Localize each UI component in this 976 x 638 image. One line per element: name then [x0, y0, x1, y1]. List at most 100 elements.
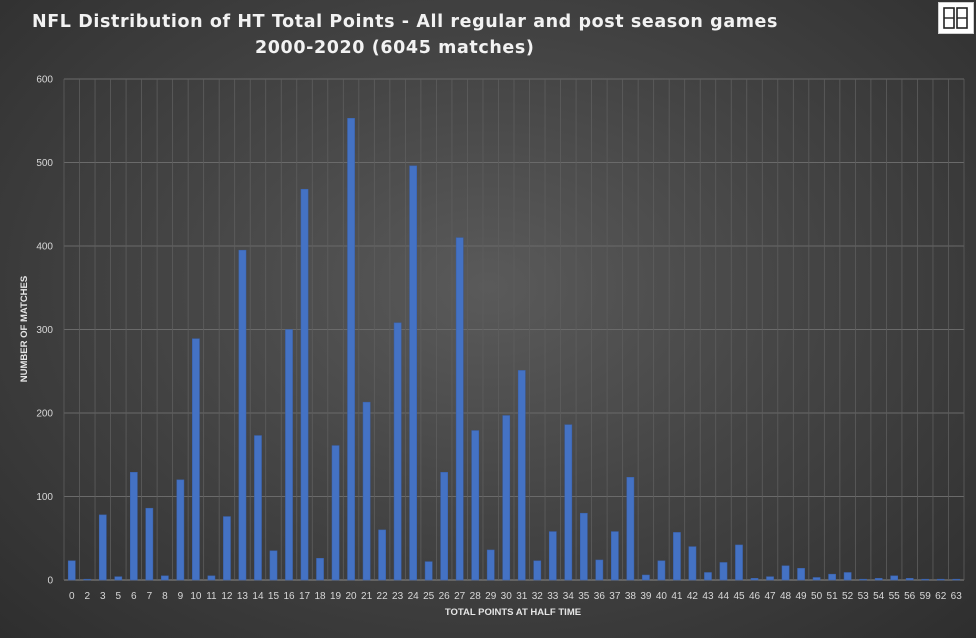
x-tick-label: 15 — [268, 591, 280, 602]
x-tick-label: 8 — [162, 591, 168, 602]
y-tick-label: 400 — [36, 242, 53, 253]
bar-30 — [502, 415, 511, 581]
x-tick-label: 28 — [470, 591, 482, 602]
x-tick-label: 29 — [485, 591, 497, 602]
bar-23 — [393, 322, 402, 581]
bar-37 — [611, 531, 619, 581]
x-tick-label: 27 — [454, 591, 466, 602]
x-tick-label: 37 — [609, 591, 621, 602]
y-tick-label: 200 — [36, 409, 53, 420]
bar-27 — [455, 237, 464, 581]
bar-48 — [781, 565, 790, 581]
x-tick-label: 20 — [346, 591, 358, 602]
x-tick-label: 63 — [951, 591, 963, 602]
bar-47 — [766, 576, 774, 581]
bar-34 — [564, 424, 573, 581]
x-tick-label: 32 — [532, 591, 544, 602]
x-tick-label: 0 — [69, 591, 75, 602]
bar-56 — [905, 578, 914, 581]
bar-42 — [688, 546, 697, 581]
x-tick-label: 3 — [100, 591, 106, 602]
x-tick-label: 46 — [749, 591, 761, 602]
x-tick-label: 7 — [147, 591, 153, 602]
bar-6 — [130, 472, 138, 581]
x-tick-label: 36 — [594, 591, 606, 602]
bar-10 — [192, 338, 200, 581]
y-axis-ticks: 0 100 200 300 400 500 600 — [36, 75, 53, 587]
bar-28 — [471, 430, 480, 581]
bar-50 — [812, 577, 821, 581]
bar-41 — [673, 532, 681, 581]
x-tick-label: 55 — [889, 591, 901, 602]
bar-32 — [533, 560, 542, 581]
x-axis-ticks: 0 2 3 5 6 7 8 9 10 11 12 13 14 15 16 17 18 19 20 21 22 23 24 25… — [69, 591, 962, 602]
x-tick-label: 49 — [796, 591, 808, 602]
x-tick-label: 25 — [423, 591, 435, 602]
x-tick-label: 26 — [439, 591, 451, 602]
bar-63 — [952, 578, 961, 581]
bar-8 — [161, 575, 169, 581]
x-tick-label: 10 — [190, 591, 202, 602]
x-tick-label: 6 — [131, 591, 137, 602]
bar-55 — [890, 575, 898, 581]
bar-22 — [378, 529, 386, 581]
bar-24 — [409, 165, 417, 581]
bar-54 — [874, 578, 883, 581]
bar-38 — [626, 477, 635, 581]
x-tick-label: 52 — [842, 591, 854, 602]
x-tick-label: 38 — [625, 591, 637, 602]
bar-12 — [223, 516, 231, 581]
bar-14 — [254, 435, 262, 581]
x-tick-label: 41 — [671, 591, 683, 602]
bar-40 — [657, 560, 666, 581]
bar-59 — [921, 578, 930, 581]
x-tick-label: 34 — [563, 591, 575, 602]
x-tick-label: 45 — [733, 591, 745, 602]
x-tick-label: 43 — [702, 591, 714, 602]
bar-13 — [238, 249, 247, 581]
bar-29 — [486, 549, 495, 581]
bar-62 — [936, 578, 945, 581]
x-tick-label: 5 — [116, 591, 122, 602]
y-tick-label: 0 — [47, 576, 53, 587]
x-tick-label: 17 — [299, 591, 311, 602]
x-tick-label: 11 — [206, 591, 217, 602]
bar-15 — [269, 550, 278, 581]
bar-39 — [642, 574, 650, 581]
chart-title-line-2: 2000-2020 (6045 matches) — [255, 38, 535, 58]
x-tick-label: 9 — [178, 591, 184, 602]
bar-5 — [114, 576, 123, 581]
bar-43 — [704, 572, 712, 581]
x-tick-label: 33 — [547, 591, 559, 602]
bar-44 — [719, 562, 728, 581]
bar-52 — [843, 572, 852, 581]
bar-17 — [300, 188, 309, 581]
x-tick-label: 39 — [640, 591, 652, 602]
bar-20 — [347, 117, 355, 581]
x-tick-label: 22 — [377, 591, 389, 602]
x-tick-label: 59 — [920, 591, 932, 602]
x-tick-label: 2 — [84, 591, 90, 602]
bar-25 — [424, 561, 433, 581]
bar-16 — [285, 329, 293, 581]
bar-31 — [517, 370, 526, 581]
y-tick-label: 300 — [36, 325, 53, 336]
bar-33 — [548, 531, 557, 581]
bar-2 — [83, 578, 92, 581]
bar-26 — [440, 472, 448, 581]
bar-53 — [859, 578, 867, 581]
x-tick-label: 56 — [904, 591, 916, 602]
x-tick-label: 18 — [314, 591, 326, 602]
bb-logo-icon — [943, 7, 968, 29]
y-tick-label: 600 — [36, 75, 53, 86]
x-tick-label: 44 — [718, 591, 730, 602]
x-axis-title: TOTAL POINTS AT HALF TIME — [445, 607, 581, 618]
y-tick-label: 500 — [36, 158, 53, 169]
bar-11 — [207, 575, 216, 581]
bar-36 — [595, 559, 604, 581]
bar-19 — [331, 445, 340, 581]
x-tick-label: 16 — [283, 591, 295, 602]
x-tick-label: 50 — [811, 591, 823, 602]
x-tick-label: 14 — [252, 591, 264, 602]
y-tick-label: 100 — [36, 492, 53, 503]
